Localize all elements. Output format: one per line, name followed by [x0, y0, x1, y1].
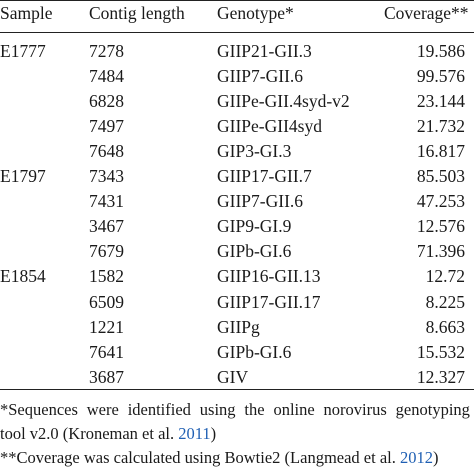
table-row: 7484 GIIP7-GII.6 99.576 — [0, 63, 474, 89]
cell-coverage: 85.503 — [416, 166, 465, 187]
table-row: 6828 GIIPe-GII.4syd-v2 23.144 — [0, 88, 474, 114]
citation-link-kroneman-2011[interactable]: 2011 — [178, 424, 211, 443]
cell-coverage: 8.663 — [425, 316, 465, 337]
table-row: 3467 GIP9-GI.9 12.576 — [0, 213, 474, 239]
cell-contig-length: 3467 — [89, 216, 124, 237]
table-header-row: Sample Contig length Genotype* Coverage*… — [0, 0, 474, 26]
cell-contig-length: 1582 — [89, 266, 124, 287]
cell-coverage: 12.576 — [416, 216, 465, 237]
footnote-word: identified — [127, 400, 191, 419]
footnote-word: using — [199, 400, 236, 419]
table-row: 7648 GIP3-GI.3 16.817 — [0, 138, 474, 164]
footnote-genotyping-suffix: ) — [210, 424, 217, 443]
cell-sample: E1777 — [0, 41, 46, 61]
table-row: 7679 GIPb-GI.6 71.396 — [0, 238, 474, 264]
footnote-genotyping-line2: tool v2.0 (Kroneman et al. 2011) — [0, 422, 474, 446]
cell-coverage: 71.396 — [416, 241, 465, 262]
cell-coverage: 23.144 — [416, 91, 465, 112]
table-row: 7431 GIIP7-GII.6 47.253 — [0, 188, 474, 214]
table-row: E1854 1582 GIIP16-GII.13 12.72 — [0, 263, 474, 289]
cell-sample: E1854 — [0, 266, 46, 287]
cell-contig-length: 7343 — [89, 166, 124, 187]
cell-genotype: GIIPg — [217, 316, 260, 337]
table-row: 1221 GIIPg 8.663 — [0, 314, 474, 340]
cell-coverage: 12.72 — [425, 266, 465, 287]
cell-contig-length: 7484 — [89, 66, 124, 87]
cell-coverage: 47.253 — [416, 191, 465, 212]
table-bottom-rule — [0, 389, 474, 390]
cell-genotype: GIIP7-GII.6 — [217, 66, 304, 87]
cell-genotype: GIIP17-GII.17 — [217, 291, 321, 312]
cell-coverage: 19.586 — [416, 41, 465, 61]
cell-coverage: 12.327 — [416, 366, 465, 387]
footnote-coverage: **Coverage was calculated using Bowtie2 … — [0, 446, 474, 470]
citation-link-langmead-2012[interactable]: 2012 — [400, 448, 433, 467]
table-row: 6509 GIIP17-GII.17 8.225 — [0, 289, 474, 315]
footnote-coverage-prefix: **Coverage was calculated using Bowtie2 … — [0, 448, 400, 467]
cell-contig-length: 1221 — [89, 316, 124, 337]
cell-contig-length: 6828 — [89, 91, 124, 112]
cell-sample: E1797 — [0, 166, 46, 187]
header-rule — [0, 32, 474, 33]
cell-contig-length: 7648 — [89, 141, 124, 162]
cell-genotype: GIIPe-GII.4syd-v2 — [217, 91, 350, 112]
cell-coverage: 8.225 — [425, 291, 465, 312]
cell-coverage: 16.817 — [416, 141, 465, 162]
footnote-genotyping-line1: *Sequences were identified using the online no… — [0, 398, 470, 422]
footnote-genotyping: *Sequences were identified using the online no… — [0, 398, 474, 446]
cell-genotype: GIIPe-GII4syd — [217, 116, 322, 137]
table-row: 7497 GIIPe-GII4syd 21.732 — [0, 113, 474, 139]
footnote-word: were — [86, 400, 119, 419]
cell-contig-length: 6509 — [89, 291, 124, 312]
cell-genotype: GIPb-GI.6 — [217, 341, 292, 362]
table-row: E1797 7343 GIIP17-GII.7 85.503 — [0, 163, 474, 189]
cell-genotype: GIIP17-GII.7 — [217, 166, 312, 187]
header-coverage: Coverage** — [384, 3, 469, 23]
table-top-rule — [0, 0, 474, 1]
cell-contig-length: 7431 — [89, 191, 124, 212]
footnote-genotyping-prefix: tool v2.0 (Kroneman et al. — [0, 424, 179, 443]
footnote-word: norovirus — [323, 400, 387, 419]
cell-coverage: 21.732 — [416, 116, 465, 137]
table-row: 3687 GIV 12.327 — [0, 364, 474, 390]
footnote-word: online — [273, 400, 315, 419]
cell-contig-length: 3687 — [89, 366, 124, 387]
cell-genotype: GIP3-GI.3 — [217, 141, 292, 162]
header-sample: Sample — [0, 3, 53, 23]
cell-genotype: GIIP7-GII.6 — [217, 191, 304, 212]
footnote-coverage-suffix: ) — [433, 448, 439, 467]
table-row: E1777 7278 GIIP21-GII.3 19.586 — [0, 38, 474, 64]
footnote-word: *Sequences — [0, 400, 78, 419]
cell-genotype: GIV — [217, 366, 249, 387]
cell-genotype: GIIP16-GII.13 — [217, 266, 321, 287]
footnote-word: the — [244, 400, 265, 419]
cell-contig-length: 7679 — [89, 241, 124, 262]
header-contig-length: Contig length — [89, 3, 185, 23]
header-genotype: Genotype* — [217, 3, 294, 23]
table-row: 7641 GIPb-GI.6 15.532 — [0, 339, 474, 365]
cell-contig-length: 7278 — [89, 41, 124, 61]
cell-genotype: GIIP21-GII.3 — [217, 41, 312, 61]
footnote-word: genotyping — [395, 400, 470, 419]
cell-genotype: GIPb-GI.6 — [217, 241, 292, 262]
cell-coverage: 15.532 — [416, 341, 465, 362]
cell-contig-length: 7641 — [89, 341, 124, 362]
cell-contig-length: 7497 — [89, 116, 124, 137]
cell-genotype: GIP9-GI.9 — [217, 216, 292, 237]
cell-coverage: 99.576 — [416, 66, 465, 87]
